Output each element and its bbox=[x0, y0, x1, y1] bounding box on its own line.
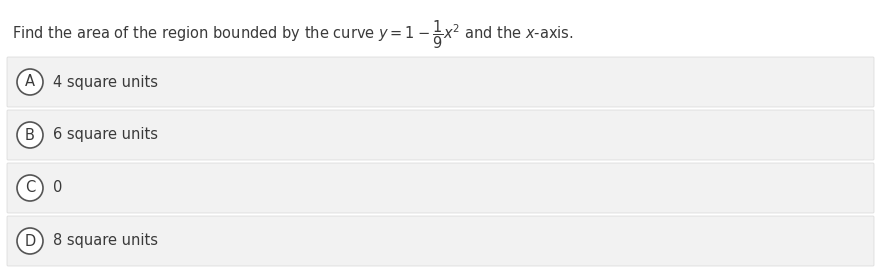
Text: 0: 0 bbox=[53, 180, 63, 195]
Text: D: D bbox=[25, 233, 35, 248]
Text: 8 square units: 8 square units bbox=[53, 233, 158, 248]
Ellipse shape bbox=[17, 228, 43, 254]
FancyBboxPatch shape bbox=[7, 163, 874, 213]
Ellipse shape bbox=[17, 122, 43, 148]
Ellipse shape bbox=[17, 175, 43, 201]
Text: 4 square units: 4 square units bbox=[53, 75, 158, 90]
Text: B: B bbox=[25, 127, 35, 143]
FancyBboxPatch shape bbox=[7, 110, 874, 160]
Text: A: A bbox=[25, 75, 35, 90]
FancyBboxPatch shape bbox=[7, 216, 874, 266]
Text: Find the area of the region bounded by the curve $y=1-\dfrac{1}{9}x^2$ and the $: Find the area of the region bounded by t… bbox=[12, 18, 574, 51]
Text: C: C bbox=[25, 180, 35, 195]
Text: 6 square units: 6 square units bbox=[53, 127, 158, 143]
FancyBboxPatch shape bbox=[7, 57, 874, 107]
Ellipse shape bbox=[17, 69, 43, 95]
